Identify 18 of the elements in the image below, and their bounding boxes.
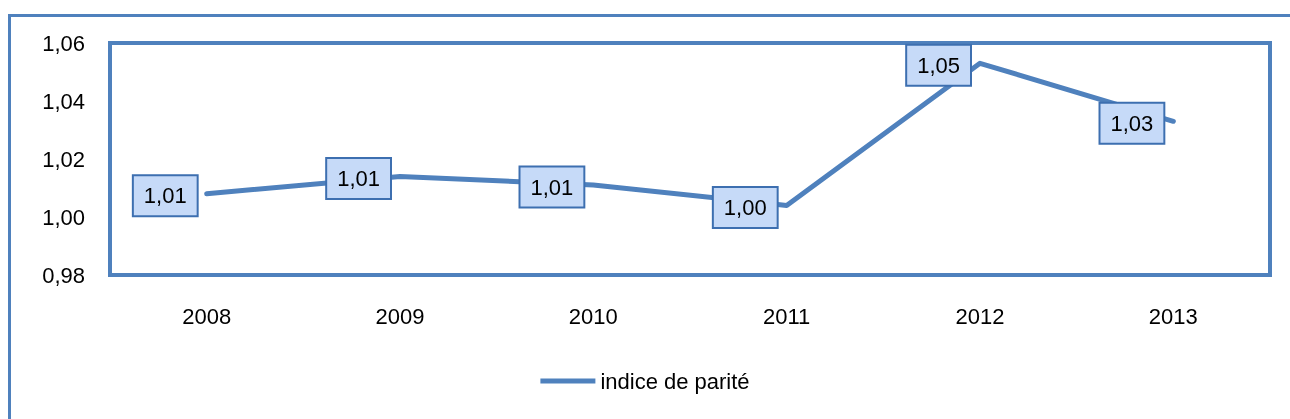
x-tick-label: 2011 bbox=[763, 303, 811, 329]
data-label: 1,01 bbox=[143, 183, 187, 209]
x-tick-label: 2008 bbox=[182, 303, 232, 329]
x-tick-label: 2010 bbox=[568, 303, 618, 329]
x-tick-label: 2013 bbox=[1148, 303, 1198, 329]
data-label: 1,00 bbox=[723, 194, 767, 220]
data-label: 1,03 bbox=[1110, 110, 1154, 136]
y-tick-label: 1,06 bbox=[42, 30, 85, 56]
y-tick-label: 0,98 bbox=[42, 262, 85, 288]
y-tick-label: 1,02 bbox=[42, 146, 85, 172]
legend-label: indice de parité bbox=[600, 368, 750, 394]
data-label: 1,05 bbox=[917, 52, 960, 78]
y-tick-label: 1,04 bbox=[42, 88, 85, 114]
x-tick-label: 2009 bbox=[375, 303, 425, 329]
x-tick-label: 2012 bbox=[955, 303, 1005, 329]
data-label: 1,01 bbox=[337, 165, 380, 191]
y-tick-label: 1,00 bbox=[42, 204, 85, 230]
data-label: 1,01 bbox=[530, 174, 574, 200]
